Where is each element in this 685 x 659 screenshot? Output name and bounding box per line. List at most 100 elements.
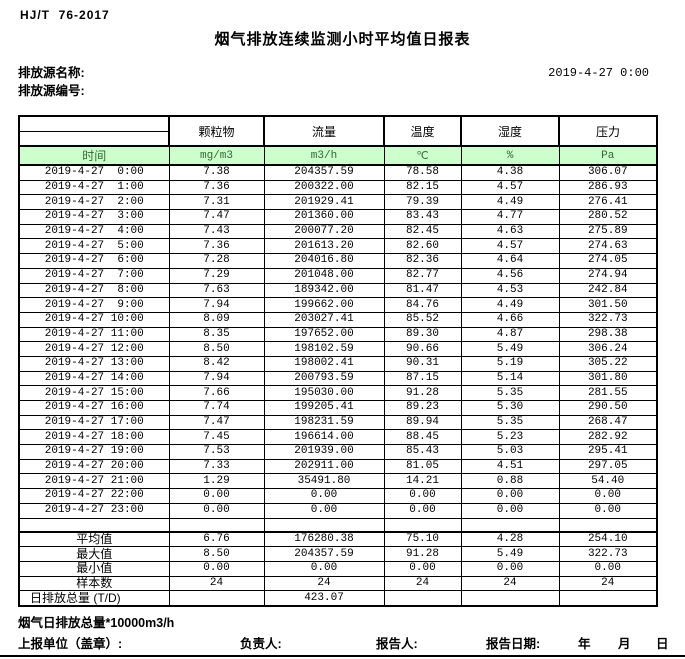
value-cell: 5.49 bbox=[460, 546, 560, 562]
value-cell: 7.45 bbox=[168, 429, 265, 446]
value-cell: 7.66 bbox=[168, 385, 265, 401]
value-cell: 5.35 bbox=[460, 385, 560, 401]
table-row: 2019-4-27 17:00 7.47 198231.59 89.94 5.35 268… bbox=[18, 414, 658, 431]
time-cell: 2019-4-27 14:00 bbox=[18, 370, 170, 387]
value-cell: 276.41 bbox=[558, 194, 658, 211]
time-cell: 2019-4-27 19:00 bbox=[18, 444, 170, 460]
value-cell: 35491.80 bbox=[263, 473, 385, 490]
value-cell: 7.94 bbox=[168, 297, 265, 313]
value-cell: 24 bbox=[263, 575, 385, 592]
time-cell: 2019-4-27 1:00 bbox=[18, 179, 170, 196]
value-cell: 0.00 bbox=[558, 502, 658, 519]
value-cell bbox=[558, 590, 658, 607]
value-cell: 89.23 bbox=[383, 400, 462, 416]
value-cell: 75.10 bbox=[383, 530, 462, 548]
time-cell: 2019-4-27 5:00 bbox=[18, 238, 170, 255]
value-cell: 0.00 bbox=[383, 502, 462, 519]
value-cell: 0.00 bbox=[460, 502, 560, 519]
standard-code: HJ/T 76-2017 bbox=[20, 8, 110, 22]
time-cell: 2019-4-27 8:00 bbox=[18, 282, 170, 299]
value-cell: 290.50 bbox=[558, 400, 658, 416]
month-label: 月 bbox=[618, 637, 631, 651]
value-cell: 5.19 bbox=[460, 355, 560, 372]
value-cell: 89.94 bbox=[383, 414, 462, 431]
value-cell: 4.57 bbox=[460, 238, 560, 255]
time-cell: 2019-4-27 7:00 bbox=[18, 267, 170, 284]
responsible-person-label: 负责人: bbox=[240, 637, 282, 651]
value-cell: 202911.00 bbox=[263, 458, 385, 475]
summary-label-cell: 最大值 bbox=[18, 546, 170, 562]
table-row: 2019-4-27 1:00 7.36 200322.00 82.15 4.57 286.… bbox=[18, 179, 658, 196]
value-cell: 176280.38 bbox=[263, 530, 385, 548]
value-cell: 88.45 bbox=[383, 429, 462, 446]
value-cell: 85.52 bbox=[383, 311, 462, 328]
value-cell: 198002.41 bbox=[263, 355, 385, 372]
value-cell: 85.43 bbox=[383, 444, 462, 460]
spacer-row bbox=[18, 517, 658, 533]
table-row: 2019-4-27 0:00 7.38 204357.59 78.58 4.38 306.… bbox=[18, 164, 658, 181]
value-cell: 322.73 bbox=[558, 546, 658, 562]
value-cell: 24 bbox=[460, 575, 560, 592]
table-row: 2019-4-27 12:00 8.50 198102.59 90.66 5.49 306… bbox=[18, 341, 658, 357]
value-cell: 0.00 bbox=[383, 488, 462, 504]
value-cell: 7.28 bbox=[168, 253, 265, 269]
col-header-humidity: 湿度 bbox=[460, 115, 560, 147]
value-cell: 4.56 bbox=[460, 267, 560, 284]
table-row: 2019-4-27 13:00 8.42 198002.41 90.31 5.19 305… bbox=[18, 355, 658, 372]
signature-row: 上报单位（盖章）: 负责人: 报告人: 报告日期: 年 月 日 bbox=[0, 633, 685, 651]
value-cell: 200793.59 bbox=[263, 370, 385, 387]
pollutant-header-row: 颗粒物 流量 温度 湿度 压力 bbox=[18, 115, 658, 147]
value-cell: 4.38 bbox=[460, 164, 560, 181]
value-cell: 89.30 bbox=[383, 326, 462, 343]
value-cell: 6.76 bbox=[168, 530, 265, 548]
value-cell: 82.15 bbox=[383, 179, 462, 196]
time-cell: 2019-4-27 6:00 bbox=[18, 253, 170, 269]
table-row: 2019-4-27 10:00 8.09 203027.41 85.52 4.66 322… bbox=[18, 311, 658, 328]
summary-rows: 平均值 6.76 176280.38 75.10 4.28 254.10 最大值 8.50 20… bbox=[18, 530, 658, 607]
value-cell: 0.00 bbox=[168, 560, 265, 577]
col-header-temperature: 温度 bbox=[383, 115, 462, 147]
value-cell: 4.66 bbox=[460, 311, 560, 328]
value-cell: 195030.00 bbox=[263, 385, 385, 401]
value-cell: 198231.59 bbox=[263, 414, 385, 431]
value-cell: 82.36 bbox=[383, 253, 462, 269]
time-cell: 2019-4-27 23:00 bbox=[18, 502, 170, 519]
unit-temperature: ℃ bbox=[383, 145, 462, 166]
value-cell: 301.50 bbox=[558, 297, 658, 313]
hourly-data-rows: 2019-4-27 0:00 7.38 204357.59 78.58 4.38 306.… bbox=[18, 164, 658, 519]
value-cell: 4.49 bbox=[460, 297, 560, 313]
value-cell: 54.40 bbox=[558, 473, 658, 490]
value-cell: 7.31 bbox=[168, 194, 265, 211]
time-cell: 2019-4-27 21:00 bbox=[18, 473, 170, 490]
value-cell: 298.38 bbox=[558, 326, 658, 343]
value-cell: 7.36 bbox=[168, 238, 265, 255]
value-cell: 0.00 bbox=[168, 502, 265, 519]
value-cell: 423.07 bbox=[263, 590, 385, 607]
value-cell: 1.29 bbox=[168, 473, 265, 490]
unit-pressure: Pa bbox=[558, 145, 658, 166]
value-cell: 7.33 bbox=[168, 458, 265, 475]
value-cell: 7.29 bbox=[168, 267, 265, 284]
time-cell: 2019-4-27 18:00 bbox=[18, 429, 170, 446]
value-cell: 301.80 bbox=[558, 370, 658, 387]
value-cell: 81.05 bbox=[383, 458, 462, 475]
value-cell: 4.63 bbox=[460, 223, 560, 240]
value-cell: 189342.00 bbox=[263, 282, 385, 299]
time-cell: 2019-4-27 16:00 bbox=[18, 400, 170, 416]
value-cell: 0.00 bbox=[263, 488, 385, 504]
value-cell: 5.14 bbox=[460, 370, 560, 387]
value-cell: 203027.41 bbox=[263, 311, 385, 328]
source-name-label: 排放源名称: bbox=[18, 66, 85, 80]
value-cell bbox=[383, 590, 462, 607]
value-cell: 201939.00 bbox=[263, 444, 385, 460]
value-cell: 7.47 bbox=[168, 414, 265, 431]
time-cell: 2019-4-27 17:00 bbox=[18, 414, 170, 431]
value-cell: 8.09 bbox=[168, 311, 265, 328]
value-cell: 0.00 bbox=[168, 488, 265, 504]
value-cell: 14.21 bbox=[383, 473, 462, 490]
value-cell: 82.45 bbox=[383, 223, 462, 240]
table-row: 2019-4-27 4:00 7.43 200077.20 82.45 4.63 275.… bbox=[18, 223, 658, 240]
col-header-particulate: 颗粒物 bbox=[168, 115, 265, 147]
value-cell: 4.53 bbox=[460, 282, 560, 299]
value-cell: 204357.59 bbox=[263, 546, 385, 562]
